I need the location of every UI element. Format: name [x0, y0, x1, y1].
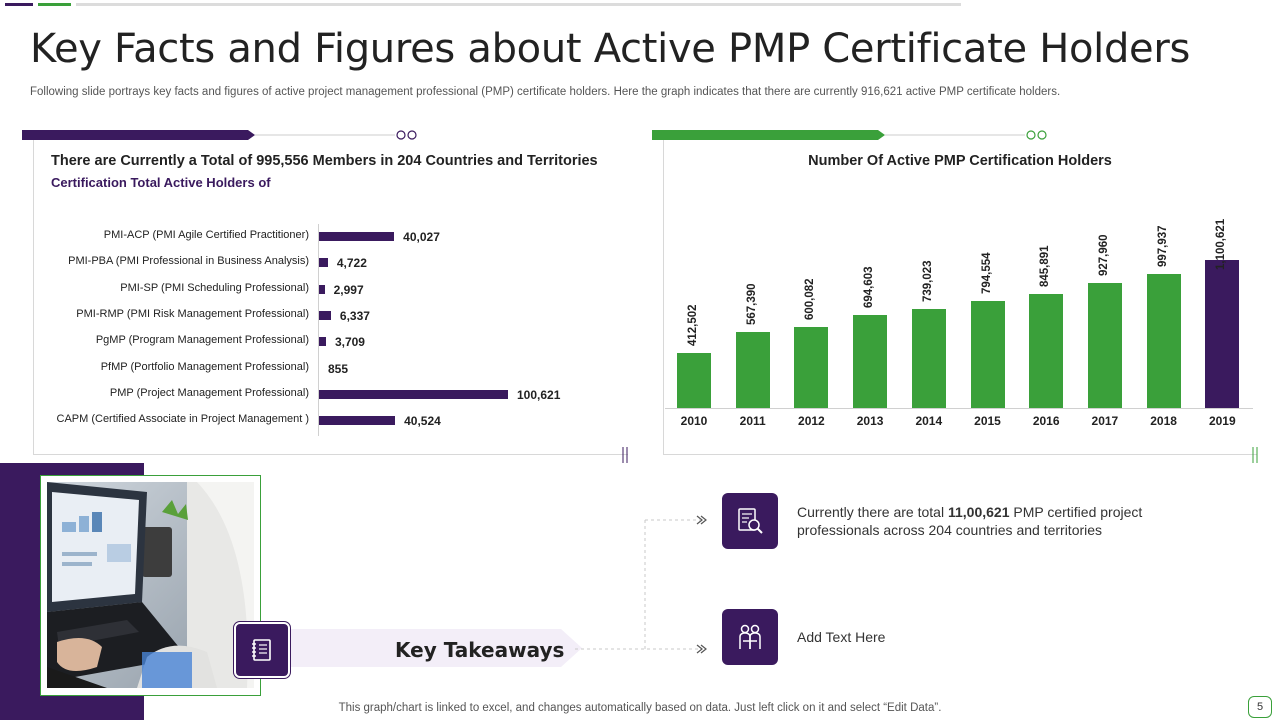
top-accent-green: [38, 3, 71, 6]
vbar-value-label: 997,937: [1156, 225, 1169, 267]
key-takeaways-label: Key Takeaways: [395, 638, 565, 662]
top-accent-line: [76, 3, 961, 6]
page-subtitle: Following slide portrays key facts and f…: [30, 86, 1061, 98]
hbar-value-label: 855: [328, 361, 349, 376]
vbar-year-label: 2012: [798, 414, 825, 428]
vbar-value-label: 794,554: [980, 252, 993, 295]
hbar-category-label: CAPM (Certified Associate in Project Man…: [56, 413, 310, 426]
vbar-bar[interactable]: [1029, 294, 1064, 408]
page-number: 5: [1248, 696, 1272, 718]
takeaway-connectors: [575, 515, 707, 654]
vbar-bar[interactable]: [911, 308, 946, 408]
laptop-photo: [47, 482, 254, 688]
hbar-bar[interactable]: [319, 284, 325, 294]
vchart-axis-line: [665, 408, 1253, 409]
vbar-value-label: 927,960: [1097, 234, 1110, 277]
right-frame-end-mark: [1252, 447, 1258, 463]
hbar-bar[interactable]: [319, 389, 508, 399]
vbar-year-label: 2014: [915, 414, 943, 428]
vbar-year-label: 2017: [1091, 414, 1119, 428]
takeaway-1-icon-box: [722, 493, 778, 549]
takeaway-2-text[interactable]: Add Text Here: [797, 629, 886, 645]
hbar-value-label: 100,621: [517, 387, 561, 402]
hbar-bar[interactable]: [319, 258, 328, 268]
vbar-value-label: 600,082: [804, 278, 817, 321]
takeaways-icon-box: [234, 622, 290, 678]
hbar-value-label: 2,997: [333, 282, 364, 297]
hbar-value-label: 4,722: [336, 256, 367, 271]
vbar-value-label: 739,023: [921, 260, 934, 302]
left-panel-header-decoration: [22, 130, 417, 140]
hbar-value-label: 40,524: [404, 414, 441, 429]
hbar-category-label: PMP (Project Management Professional): [109, 386, 309, 399]
hbar-category-label: PMI-PBA (PMI Professional in Business An…: [68, 255, 309, 268]
left-chart-subheading: Certification Total Active Holders of: [51, 175, 271, 190]
vbar-bar[interactable]: [853, 314, 888, 408]
vbar-bar[interactable]: [1205, 260, 1240, 408]
vbar-bar[interactable]: [735, 331, 770, 408]
vbar-bar[interactable]: [1146, 273, 1181, 408]
vbar-year-label: 2016: [1032, 414, 1060, 428]
team-icon: [739, 624, 761, 649]
hbar-value-label: 6,337: [339, 308, 370, 323]
left-chart-frame: [33, 140, 628, 455]
vbar-year-label: 2010: [680, 414, 708, 428]
left-frame-end-mark: [622, 447, 628, 463]
takeaway-1-text: Currently there are total 11,00,621 PMP …: [797, 504, 1143, 538]
hbar-bar[interactable]: [319, 310, 331, 320]
page-title: Key Facts and Figures about Active PMP C…: [30, 26, 1191, 72]
key-takeaways-band: [282, 629, 582, 667]
right-panel-header-decoration: [652, 130, 1047, 140]
vbar-year-label: 2018: [1150, 414, 1177, 428]
vbar-bar[interactable]: [970, 301, 1005, 408]
vbar-value-label: 845,891: [1039, 245, 1052, 288]
footer-note: This graph/chart is linked to excel, and…: [338, 702, 942, 714]
vbar-bar[interactable]: [677, 352, 711, 408]
takeaway-2-icon-box: [722, 609, 778, 665]
hchart-axis-line: [318, 224, 319, 436]
vbar-year-label: 2011: [739, 414, 766, 428]
vbar-value-label: 1,100,621: [1215, 218, 1228, 270]
vbar-year-label: 2019: [1208, 414, 1236, 428]
hbar-category-label: PgMP (Program Management Professional): [95, 334, 309, 347]
right-chart-frame: [663, 140, 1257, 455]
top-accent-purple: [5, 3, 33, 6]
hbar-category-label: PMI-SP (PMI Scheduling Professional): [120, 281, 309, 294]
vbar-year-label: 2013: [856, 414, 884, 428]
hbar-category-label: PMI-RMP (PMI Risk Management Professiona…: [76, 307, 309, 320]
hbar-category-label: PMI-ACP (PMI Agile Certified Practitione…: [103, 229, 309, 241]
vbar-year-label: 2015: [974, 414, 1001, 428]
vbar-value-label: 567,390: [745, 283, 758, 325]
hbar-value-label: 40,027: [403, 230, 440, 244]
document-search-icon: [738, 508, 763, 534]
vbar-value-label: 412,502: [687, 303, 699, 346]
hbar-category-label: PfMP (Portfolio Management Professional): [100, 360, 309, 373]
hbar-bar[interactable]: [319, 416, 396, 426]
vbar-bar[interactable]: [1087, 283, 1122, 408]
vbar-value-label: 694,603: [863, 266, 876, 308]
right-chart-heading: Number Of Active PMP Certification Holde…: [808, 153, 1112, 169]
vbar-bar[interactable]: [794, 327, 829, 408]
hbar-bar[interactable]: [319, 337, 326, 347]
notes-icon: [252, 639, 271, 661]
left-chart-heading: There are Currently a Total of 995,556 M…: [51, 153, 598, 169]
hbar-bar[interactable]: [319, 232, 395, 241]
hbar-value-label: 3,709: [334, 335, 365, 350]
